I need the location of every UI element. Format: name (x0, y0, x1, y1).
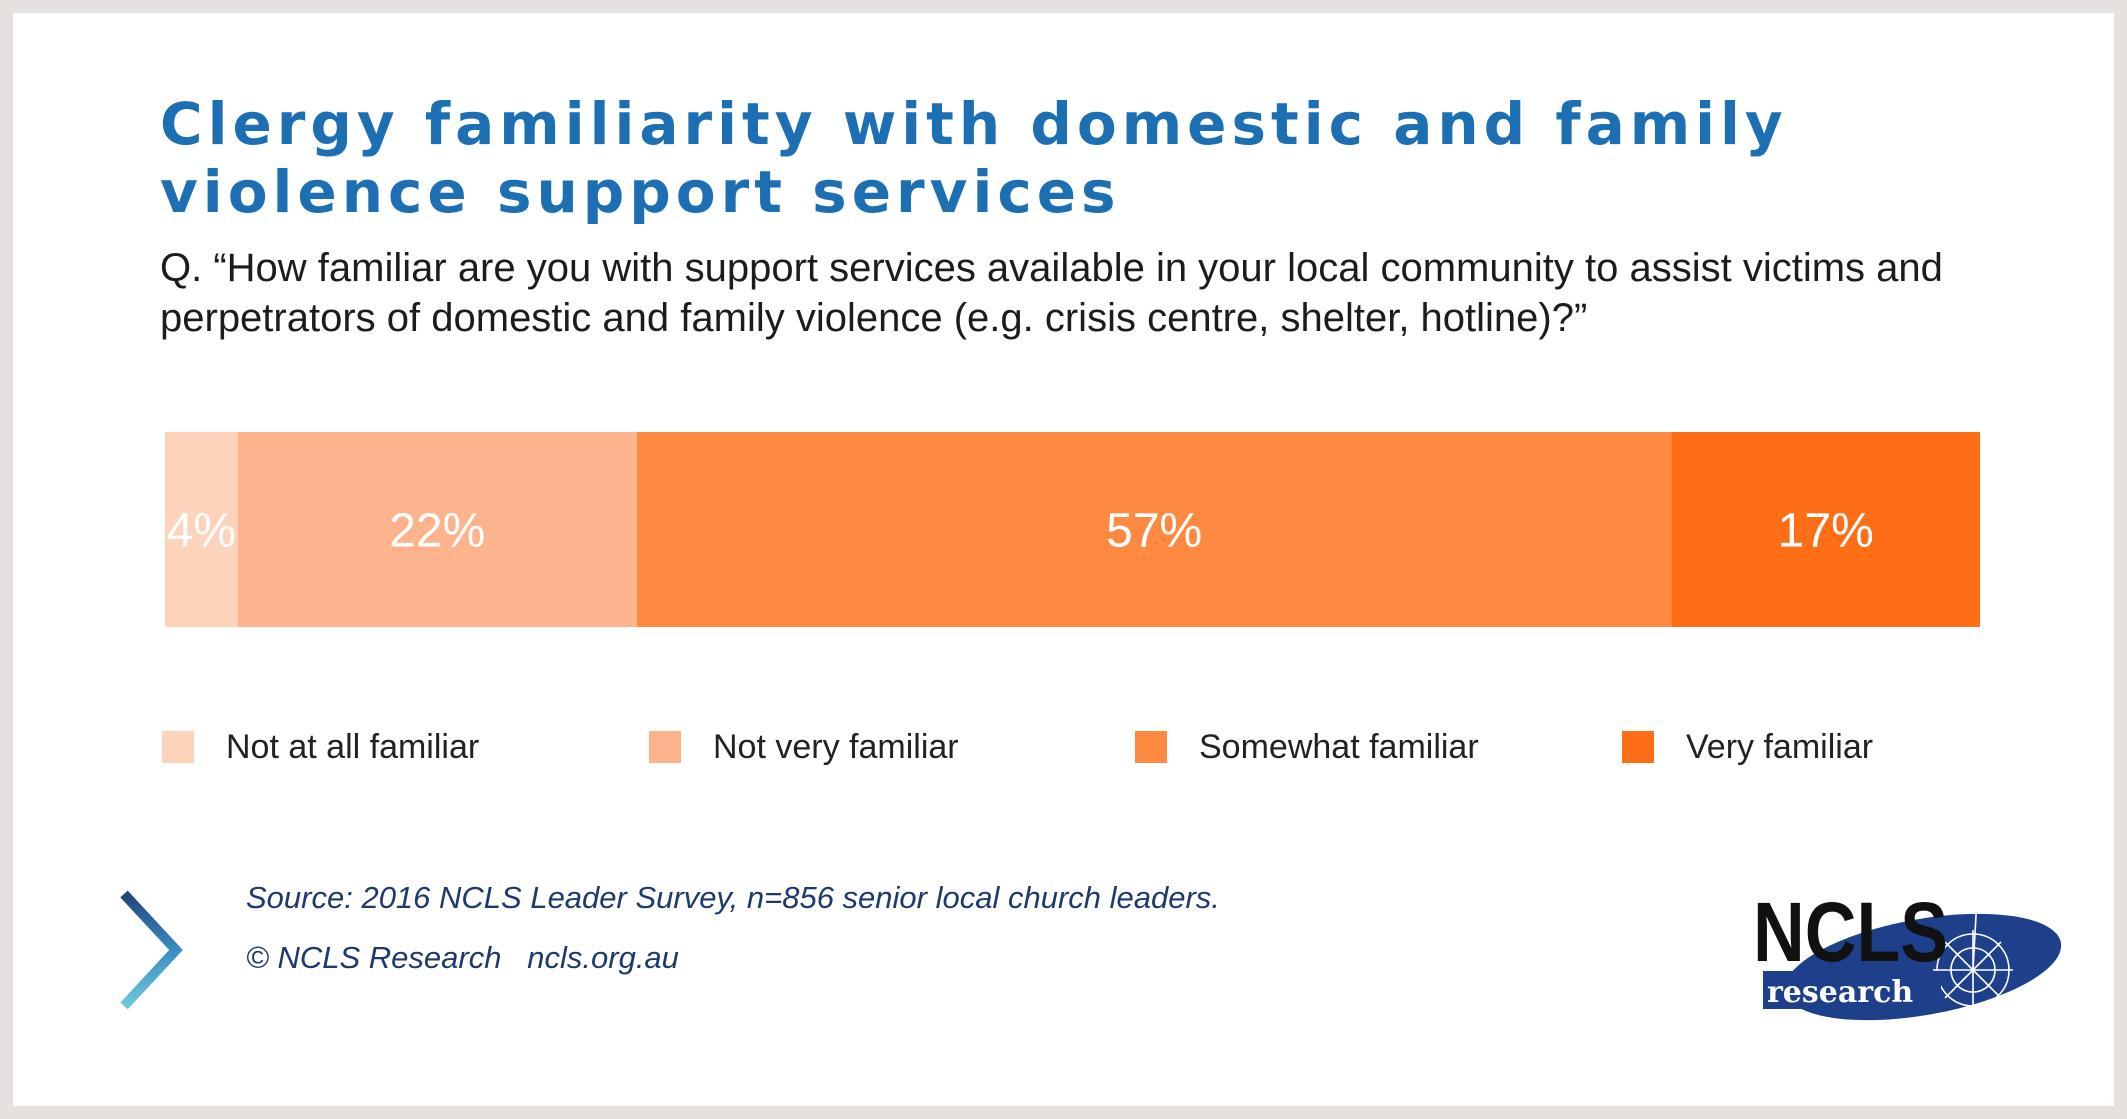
legend-item-1: Not at all familiar (162, 722, 479, 772)
legend-swatch (1622, 731, 1654, 763)
data-label-1: 4% (167, 505, 236, 558)
chart-legend: Not at all familiar Not very familiar Some… (162, 722, 1982, 772)
legend-swatch (1135, 731, 1167, 763)
bar-segment-2 (237, 432, 637, 627)
legend-item-3: Somewhat familiar (1135, 722, 1479, 772)
legend-swatch (649, 731, 681, 763)
legend-label: Very familiar (1686, 727, 1874, 766)
data-label-3: 57% (1106, 505, 1202, 558)
legend-item-2: Not very familiar (649, 722, 959, 772)
svg-text:NCLS: NCLS (1753, 885, 1948, 979)
survey-question: Q. “How familiar are you with support se… (160, 246, 1943, 340)
svg-text:research: research (1767, 975, 1913, 1010)
bar-segment-4 (1671, 432, 1980, 627)
bar-segment-3 (636, 432, 1672, 627)
data-label-4: 17% (1778, 505, 1874, 558)
chart-title: Clergy familiarity with domestic and fam… (160, 90, 1788, 226)
data-label-2: 22% (389, 505, 485, 558)
legend-label: Not at all familiar (226, 727, 480, 766)
legend-swatch (162, 731, 194, 763)
credit-line: © NCLS Research ncls.org.au (246, 940, 679, 975)
legend-item-4: Very familiar (1622, 722, 1873, 772)
bar-segment-1 (165, 432, 238, 627)
chevron-right-icon (120, 890, 183, 1010)
ncls-research-logo: NCLS research (1753, 885, 2062, 1021)
source-note: Source: 2016 NCLS Leader Survey, n=856 s… (246, 880, 1220, 915)
legend-label: Not very familiar (713, 727, 959, 766)
legend-label: Somewhat familiar (1199, 727, 1479, 766)
